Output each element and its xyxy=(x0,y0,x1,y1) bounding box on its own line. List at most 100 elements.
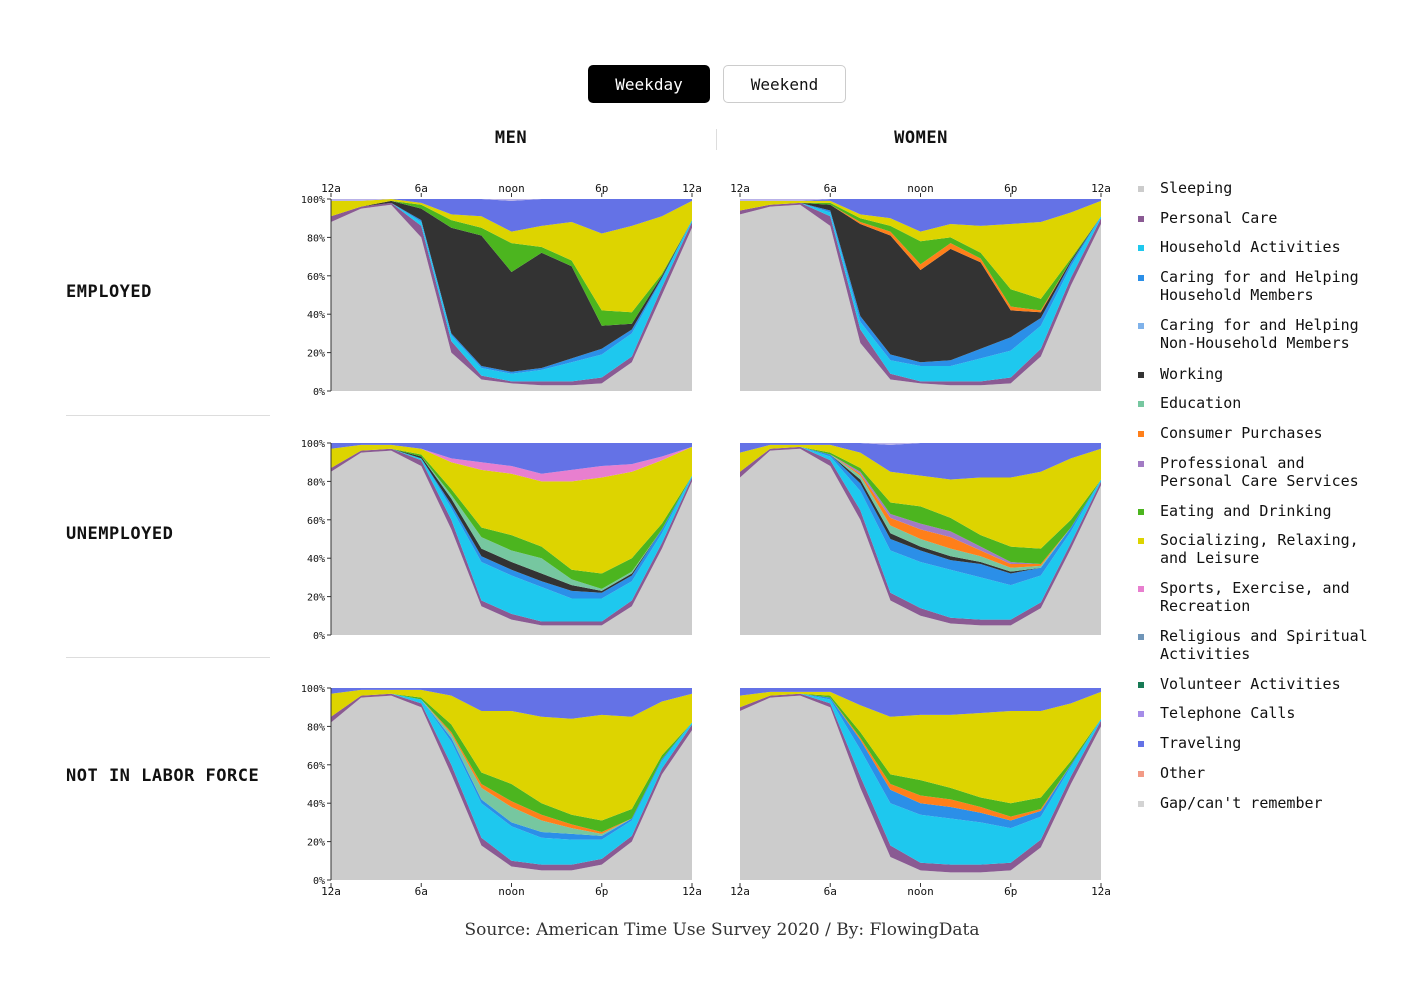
legend-swatch xyxy=(1138,216,1144,222)
legend-swatch xyxy=(1138,372,1144,378)
chart-panel: 0%20%40%60%80%100%12a 6a noon 6p 12a xyxy=(301,684,702,898)
row-separator xyxy=(66,657,270,658)
legend-label: Volunteer Activities xyxy=(1160,675,1341,693)
row-header-not-in-labor-force: NOT IN LABOR FORCE xyxy=(66,766,260,786)
area-series xyxy=(331,448,692,593)
y-tick-label: 0% xyxy=(313,876,325,887)
area-series xyxy=(331,695,692,880)
area-series xyxy=(331,693,692,836)
area-series xyxy=(331,444,692,574)
area-series xyxy=(740,693,1101,873)
area-series xyxy=(331,204,692,391)
legend-label: Gap/can't remember xyxy=(1160,794,1323,812)
area-series xyxy=(740,202,1101,367)
legend-item: Sports, Exercise, and Recreation xyxy=(1136,579,1350,615)
legend-label: Other xyxy=(1160,764,1206,782)
area-series xyxy=(331,444,692,482)
legend-swatch xyxy=(1138,186,1144,192)
legend-item: Consumer Purchases xyxy=(1136,424,1323,442)
legend-item: Education xyxy=(1136,394,1241,412)
area-series xyxy=(331,443,692,474)
row-header-employed: EMPLOYED xyxy=(66,282,152,302)
area-series xyxy=(740,693,1101,865)
legend-item: Religious and Spiritual Activities xyxy=(1136,627,1368,663)
weekday-toggle-button[interactable]: Weekday xyxy=(588,65,710,103)
area-series xyxy=(740,446,1101,620)
legend-label: Sleeping xyxy=(1160,179,1233,197)
area-series xyxy=(331,202,692,386)
area-series xyxy=(331,202,692,382)
area-series xyxy=(740,446,1101,574)
legend-item: Caring for and Helping Non-Household Mem… xyxy=(1136,316,1359,352)
weekend-toggle-button[interactable]: Weekend xyxy=(723,65,846,103)
x-tick-label: 6p xyxy=(1004,885,1017,898)
legend-swatch xyxy=(1138,275,1144,281)
area-series-remainder xyxy=(740,199,1101,201)
x-tick-label: noon xyxy=(498,885,525,898)
legend-swatch xyxy=(1138,509,1144,515)
y-tick-label: 40% xyxy=(307,799,325,810)
area-series xyxy=(331,689,692,821)
x-tick-label: 12a xyxy=(321,182,341,195)
row-separator xyxy=(66,415,270,416)
area-series xyxy=(740,443,1101,480)
legend-swatch xyxy=(1138,245,1144,251)
column-separator xyxy=(716,129,717,150)
area-series xyxy=(331,202,692,374)
area-series xyxy=(331,200,692,372)
area-series xyxy=(740,693,1101,817)
x-tick-label: 12a xyxy=(730,182,750,195)
area-series xyxy=(740,691,1101,804)
legend-label: Religious and Spiritual Activities xyxy=(1160,627,1368,663)
area-series xyxy=(740,446,1101,564)
area-series xyxy=(740,446,1101,568)
chart-panel: 0%20%40%60%80%100%12a 6a noon 6p 12a xyxy=(301,182,702,398)
area-series xyxy=(740,202,1101,311)
column-header-men: MEN xyxy=(494,128,528,148)
area-series xyxy=(331,448,692,599)
area-series xyxy=(331,200,692,326)
x-tick-label: 12a xyxy=(730,885,750,898)
x-tick-label: noon xyxy=(907,885,934,898)
area-series xyxy=(331,693,692,840)
x-tick-label: 6p xyxy=(595,182,608,195)
weekday-toggle-label: Weekday xyxy=(615,74,683,94)
chart-panel: 12a 6a noon 6p 12a xyxy=(730,688,1111,898)
area-series xyxy=(740,688,1101,717)
legend-item: Household Activities xyxy=(1136,238,1341,256)
y-tick-label: 0% xyxy=(313,387,325,398)
column-header-women: WOMEN xyxy=(894,128,948,148)
area-series xyxy=(331,693,692,871)
legend-swatch xyxy=(1138,538,1144,544)
legend-label: Working xyxy=(1160,365,1224,383)
x-tick-label: 6p xyxy=(595,885,608,898)
area-series xyxy=(740,199,1101,232)
y-tick-label: 60% xyxy=(307,272,325,283)
legend-label: Education xyxy=(1160,394,1242,412)
area-series xyxy=(740,200,1101,299)
legend-swatch xyxy=(1138,586,1144,592)
area-series xyxy=(331,448,692,626)
chart-panel xyxy=(740,443,1101,635)
chart-panel: 0% 20% 40% 60% 80% 100% xyxy=(301,439,692,642)
area-series xyxy=(331,448,692,622)
legend-label: Professional and Personal Care Services xyxy=(1160,454,1359,490)
legend-swatch xyxy=(1138,323,1144,329)
legend-label: Traveling xyxy=(1160,734,1242,752)
area-series xyxy=(740,448,1101,635)
x-tick-label: 6a xyxy=(415,182,428,195)
area-series xyxy=(331,199,692,313)
legend-label: Household Activities xyxy=(1160,238,1341,256)
legend-item: Eating and Drinking xyxy=(1136,502,1332,520)
area-series xyxy=(331,448,692,591)
area-series xyxy=(740,446,1101,626)
legend-label: Sports, Exercise, and Recreation xyxy=(1160,579,1350,615)
y-tick-label: 100% xyxy=(301,195,325,206)
area-series xyxy=(740,446,1101,586)
x-tick-label: noon xyxy=(907,182,934,195)
source-credit: Source: American Time Use Survey 2020 / … xyxy=(464,920,980,940)
legend-swatch xyxy=(1138,741,1144,747)
x-tick-label: 12a xyxy=(682,885,702,898)
y-tick-label: 40% xyxy=(307,310,325,321)
y-tick-label: 60% xyxy=(307,516,325,527)
